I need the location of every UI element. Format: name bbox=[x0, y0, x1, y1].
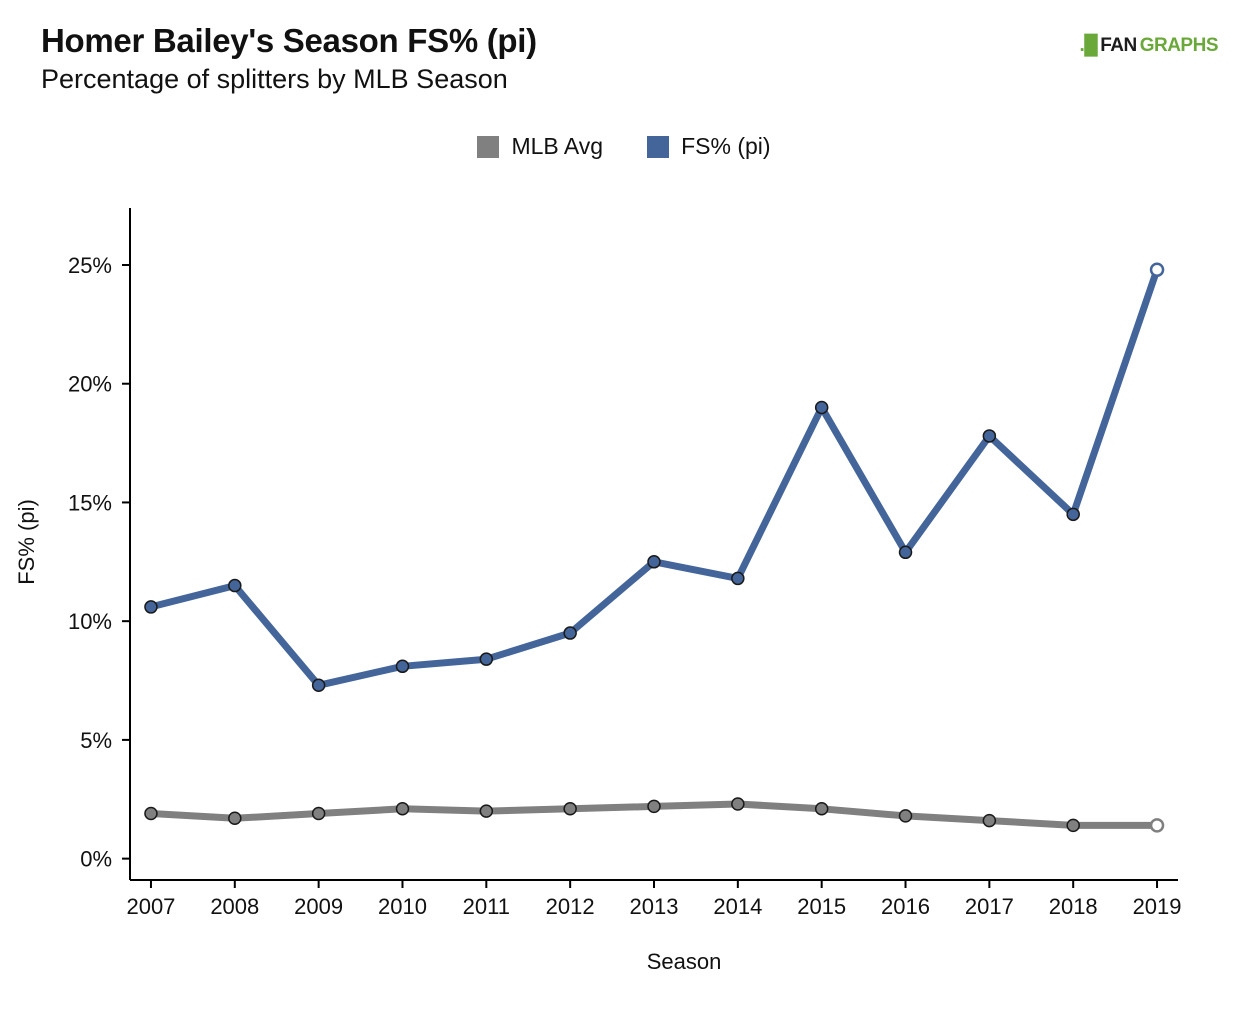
series-point-1 bbox=[479, 652, 494, 666]
brand-name-part2: GRAPHS bbox=[1139, 35, 1219, 56]
x-tick-label: 2015 bbox=[797, 894, 846, 919]
y-tick-label: 10% bbox=[68, 609, 112, 634]
x-axis-title: Season bbox=[647, 949, 722, 974]
x-tick-label: 2012 bbox=[546, 894, 595, 919]
series-point-0 bbox=[479, 804, 494, 818]
legend-swatch bbox=[647, 135, 670, 158]
x-tick-label: 2007 bbox=[126, 894, 175, 919]
series-point-0 bbox=[563, 802, 577, 816]
x-tick-label: 2018 bbox=[1049, 894, 1098, 919]
chart-subtitle: Percentage of splitters by MLB Season bbox=[41, 64, 508, 94]
series-point-0 bbox=[647, 799, 661, 814]
x-tick-label: 2009 bbox=[294, 894, 343, 919]
x-tick-label: 2010 bbox=[378, 894, 427, 919]
series-point-0 bbox=[311, 806, 326, 821]
y-axis-title: FS% (pi) bbox=[14, 499, 39, 585]
x-tick-label: 2011 bbox=[463, 894, 510, 919]
series-point-1 bbox=[311, 678, 326, 693]
chart-legend: MLB Avg FS% (pi) bbox=[0, 133, 1248, 160]
series-point-1 bbox=[647, 555, 661, 569]
x-tick-label: 2016 bbox=[881, 894, 930, 919]
legend-item[interactable]: FS% (pi) bbox=[647, 133, 771, 160]
series-point-0 bbox=[898, 809, 913, 823]
series-point-0 bbox=[731, 797, 745, 811]
y-tick-label: 0% bbox=[80, 847, 112, 872]
series-point-0 bbox=[1149, 818, 1165, 833]
series-point-1 bbox=[1149, 262, 1165, 277]
series-point-0 bbox=[1066, 818, 1080, 833]
series-point-1 bbox=[731, 571, 745, 586]
series-point-1 bbox=[898, 545, 913, 560]
fangraphs-logo[interactable]: .█ FAN GRAPHS bbox=[1079, 35, 1218, 57]
y-tick-label: 5% bbox=[80, 728, 112, 753]
chart-title: Homer Bailey's Season FS% (pi) bbox=[41, 22, 537, 59]
y-tick-label: 20% bbox=[68, 372, 112, 397]
x-tick-label: 2019 bbox=[1133, 894, 1182, 919]
series-point-1 bbox=[982, 429, 997, 443]
fangraphs-logo-icon: .█ bbox=[1079, 35, 1098, 56]
legend-label: MLB Avg bbox=[511, 133, 604, 159]
series-line-1 bbox=[147, 266, 1161, 689]
series-point-0 bbox=[814, 802, 829, 816]
legend-item[interactable]: MLB Avg bbox=[477, 133, 603, 160]
x-tick-label: 2017 bbox=[965, 894, 1014, 919]
series-point-0 bbox=[982, 813, 997, 828]
series-point-1 bbox=[228, 578, 242, 593]
y-tick-label: 15% bbox=[68, 490, 112, 515]
legend-swatch bbox=[477, 135, 500, 158]
brand-name-part1: FAN bbox=[1100, 35, 1137, 56]
series-point-0 bbox=[228, 811, 242, 826]
x-tick-label: 2008 bbox=[210, 894, 259, 919]
x-tick-label: 2013 bbox=[630, 894, 679, 919]
y-tick-label: 25% bbox=[68, 253, 112, 278]
series-point-1 bbox=[395, 659, 410, 674]
series-point-1 bbox=[1066, 507, 1080, 522]
series-point-1 bbox=[563, 626, 577, 640]
series-point-0 bbox=[395, 802, 410, 816]
series-point-0 bbox=[144, 806, 158, 821]
series-point-1 bbox=[144, 600, 158, 614]
x-tick-label: 2014 bbox=[713, 894, 762, 919]
series-point-1 bbox=[814, 400, 829, 415]
legend-label: FS% (pi) bbox=[681, 133, 771, 159]
